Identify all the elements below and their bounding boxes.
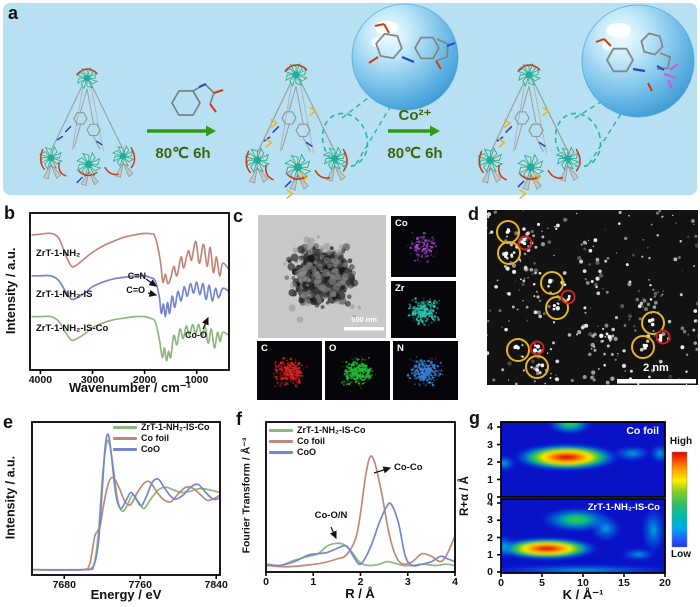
tick-label: 0	[487, 566, 493, 578]
tick-label: 2	[487, 531, 493, 544]
annotation-co: C=O	[126, 285, 145, 295]
tick-label: 15	[618, 577, 630, 589]
tick-label: 7680	[52, 579, 76, 591]
panel-e-xlabel: Energy / eV	[90, 587, 162, 602]
tick-label: 1	[487, 473, 493, 486]
tick-label: 1	[310, 576, 317, 588]
annotation-cn: C=N	[127, 271, 146, 281]
tick-label: 20	[659, 577, 671, 589]
panel-e-ylabel: Intensity / a.u.	[3, 455, 18, 540]
reaction-step2-condition: 80℃ 6h	[387, 145, 443, 162]
legend-swatch-blue	[113, 447, 137, 451]
tick-label: 5	[539, 577, 545, 589]
tick-label: 7760	[128, 579, 152, 591]
tick-label: 7840	[204, 579, 228, 591]
legend-label: CoO	[141, 444, 160, 454]
colorbar-low-label: Low	[671, 549, 691, 560]
trace-label-zrt1nh2-is: ZrT-1-NH₂-IS	[36, 289, 93, 300]
tick-label: 4	[452, 576, 458, 588]
tem-scale-bar-label: 500 nm	[351, 315, 377, 324]
legend-label: ZrT-1-NH₂-IS-Co	[141, 422, 210, 432]
trace-label-zrt1nh2: ZrT-1-NH₂	[36, 248, 81, 259]
panel-b-xlabel: Wavenumber / cm⁻¹	[69, 380, 191, 395]
panel-letter-e: e	[3, 412, 14, 432]
annotation-coco: Co-Co	[394, 462, 423, 473]
tick-label: 2	[487, 456, 493, 468]
tick-label: 1	[487, 548, 493, 561]
stem-scale-bar-label: 2 nm	[643, 362, 669, 374]
tick-label: 2000	[132, 374, 157, 386]
reaction-step2-reagent: Co²⁺	[398, 107, 432, 124]
map-label-co: Co	[395, 218, 408, 229]
panel-letter-d: d	[468, 204, 479, 224]
legend-item: Co foil	[113, 433, 210, 443]
legend-item: ZrT-1-NH₂-IS-Co	[113, 422, 210, 432]
legend-label: Co foil	[297, 436, 325, 446]
map-label-n: N	[397, 343, 404, 354]
annotation-co-on: Co-O/N	[314, 510, 348, 521]
tick-label: 0	[487, 491, 493, 503]
panel-e-legend: ZrT-1-NH₂-IS-Co Co foil CoO	[113, 422, 210, 454]
tick-label: 0	[263, 576, 269, 588]
tick-label: 0	[498, 577, 504, 589]
tick-label: 3	[487, 514, 493, 527]
colorbar-high-label: High	[669, 436, 693, 447]
map-label-c: C	[261, 343, 268, 354]
tick-label: 4	[487, 421, 493, 433]
heatmap-title-zrt: ZrT-1-NH₂-IS-Co	[587, 502, 660, 513]
legend-swatch-green	[113, 425, 137, 429]
tick-label: 3000	[80, 374, 105, 386]
tick-label: 4000	[28, 374, 53, 386]
map-label-o: O	[329, 343, 337, 354]
tick-label: 1000	[185, 374, 209, 386]
tick-label: 10	[577, 577, 589, 589]
tick-label: 4	[487, 497, 493, 509]
legend-label: ZrT-1-NH₂-IS-Co	[297, 425, 366, 435]
panel-f-legend: ZrT-1-NH₂-IS-Co Co foil CoO	[269, 425, 366, 457]
reaction-step1-condition: 80℃ 6h	[155, 145, 211, 162]
annotation-coo: Co-O	[185, 330, 207, 340]
legend-item: ZrT-1-NH₂-IS-Co	[269, 425, 366, 435]
tick-label: 2	[357, 576, 364, 588]
legend-item: Co foil	[269, 436, 366, 446]
legend-swatch-salmon	[269, 439, 293, 443]
heatmap-title-co-foil: Co foil	[626, 425, 659, 437]
tick-label: 3	[487, 438, 493, 451]
legend-swatch-salmon	[113, 436, 137, 440]
legend-swatch-blue	[269, 450, 293, 454]
legend-label: CoO	[297, 447, 316, 457]
map-label-zr: Zr	[395, 283, 405, 294]
panel-g-xlabel: K / Å⁻¹	[562, 587, 604, 602]
panel-letter-c: c	[233, 206, 244, 226]
tick-label: 3	[404, 576, 411, 588]
panel-b-ylabel: Intensity / a.u.	[3, 247, 19, 335]
trace-label-zrt1nh2-is-co: ZrT-1-NH₂-IS-Co	[36, 323, 109, 334]
panel-f-ylabel: Fourier Transform / Å⁻³	[240, 437, 253, 554]
panel-letter-g: g	[469, 408, 480, 428]
legend-label: Co foil	[141, 433, 169, 443]
legend-item: CoO	[269, 447, 366, 457]
panel-letter-b: b	[4, 203, 15, 223]
panel-letter-a: a	[8, 3, 19, 23]
legend-item: CoO	[113, 444, 210, 454]
panel-f-xlabel: R / Å	[345, 586, 375, 601]
panel-letter-f: f	[236, 409, 242, 429]
legend-swatch-green	[269, 428, 293, 432]
